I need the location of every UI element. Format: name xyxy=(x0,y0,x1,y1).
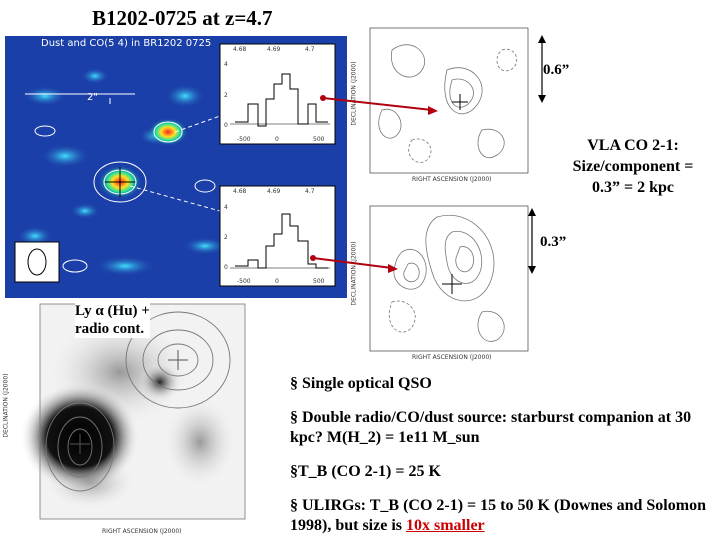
spec-bot-z3: 4.7 xyxy=(305,188,315,195)
optical-image-panel: DECLINATION (J2000) RIGHT ASCENSION (J20… xyxy=(3,282,250,537)
vla-caption-line2: Size/component = xyxy=(572,158,694,175)
bullet-double-source: § Double radio/CO/dust source: starburst… xyxy=(290,409,692,446)
spec-bot-x2: 0 xyxy=(275,278,279,285)
optical-label: Ly α (Hu) + radio cont. xyxy=(75,302,150,338)
map-title: Dust and CO(5 4) in BR1202 0725 xyxy=(41,38,212,49)
vla-top-scale-bar xyxy=(535,35,549,103)
vla-bottom-panel: DECLINATION (J2000) RIGHT ASCENSION (J20… xyxy=(351,192,532,362)
spec-top-y2: 2 xyxy=(224,92,228,99)
map-scale-label: 2" xyxy=(87,92,98,103)
spec-bot-y3: 0 xyxy=(224,264,228,271)
optical-label-line1: Ly α (Hu) + xyxy=(75,303,150,319)
spec-bot-z2: 4.69 xyxy=(267,188,281,195)
spec-top-z2: 4.69 xyxy=(267,46,281,53)
bullet-tb: §T_B (CO 2-1) = 25 K xyxy=(290,463,441,480)
bullet-ulirgs-highlight: 10x smaller xyxy=(406,517,485,534)
vla-bottom-scale-bar xyxy=(525,208,539,274)
bullet-ulirgs-text: § ULIRGs: T_B (CO 2-1) = 15 to 50 K (Dow… xyxy=(290,497,706,534)
vla-caption: VLA CO 2-1: Size/component = 0.3” = 2 kp… xyxy=(548,135,718,198)
vla-caption-line3: 0.3” = 2 kpc xyxy=(591,179,674,196)
spec-top-x1: -500 xyxy=(237,136,251,143)
vla-caption-line1: VLA CO 2-1: xyxy=(587,137,679,154)
vla-bottom-ra-label: RIGHT ASCENSION (J2000) xyxy=(412,354,492,361)
spec-bot-x1: -500 xyxy=(237,278,251,285)
bullet-list: § Single optical QSO § Double radio/CO/d… xyxy=(290,374,710,550)
spec-top-z3: 4.7 xyxy=(305,46,315,53)
spec-bot-y1: 4 xyxy=(224,204,228,211)
vla-top-panel: DECLINATION (J2000) RIGHT ASCENSION (J20… xyxy=(351,10,532,185)
vla-bottom-scale-label: 0.3” xyxy=(540,234,567,250)
optical-dec-label: DECLINATION (J2000) xyxy=(2,373,10,438)
dust-co-map: Dust and CO(5 4) in BR1202 0725 2" 4.68 … xyxy=(5,36,347,298)
optical-label-line2: radio cont. xyxy=(75,321,145,337)
spec-bot-y2: 2 xyxy=(224,234,228,241)
optical-ra-label: RIGHT ASCENSION (J2000) xyxy=(102,528,182,535)
vla-top-ra-label: RIGHT ASCENSION (J2000) xyxy=(412,176,492,183)
spec-top-x3: 500 xyxy=(313,136,325,143)
bullet-single-qso: § Single optical QSO xyxy=(290,375,432,392)
spec-top-y1: 4 xyxy=(224,61,228,68)
bullet-ulirgs: § ULIRGs: T_B (CO 2-1) = 15 to 50 K (Dow… xyxy=(290,496,710,536)
vla-top-scale-label: 0.6” xyxy=(543,62,570,78)
spec-bot-x3: 500 xyxy=(313,278,325,285)
spec-bot-z1: 4.68 xyxy=(233,188,247,195)
spec-top-y3: 0 xyxy=(224,122,228,129)
spec-top-x2: 0 xyxy=(275,136,279,143)
spec-top-z1: 4.68 xyxy=(233,46,247,53)
slide-title: B1202-0725 at z=4.7 xyxy=(92,6,273,30)
